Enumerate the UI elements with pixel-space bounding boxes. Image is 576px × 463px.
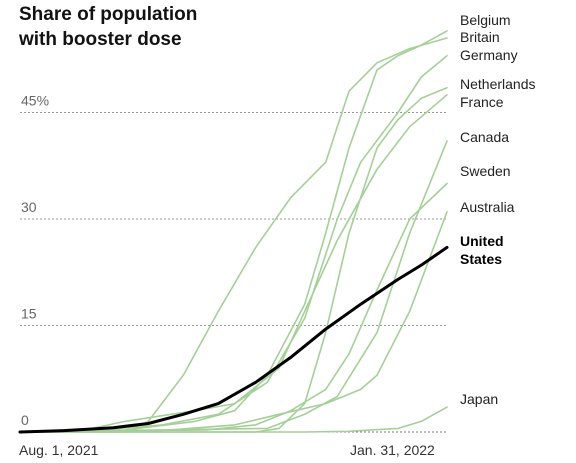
series-label-france: France xyxy=(460,94,504,110)
x-tick-label-end: Jan. 31, 2022 xyxy=(350,442,435,458)
x-tick-label-start: Aug. 1, 2021 xyxy=(19,442,99,458)
series-line-australia xyxy=(19,211,448,433)
series-label-united-states: United States xyxy=(460,233,504,267)
series-line-britain xyxy=(19,37,448,433)
y-tick-label: 30 xyxy=(21,199,37,215)
y-tick-label: 0 xyxy=(21,412,29,428)
series-lines-other xyxy=(19,30,448,433)
series-label-belgium: Belgium xyxy=(460,12,511,28)
series-line-highlight xyxy=(18,245,449,434)
series-label-sweden: Sweden xyxy=(460,163,511,179)
series-label-netherlands: Netherlands xyxy=(460,76,536,92)
series-line-japan xyxy=(19,406,448,433)
series-label-australia: Australia xyxy=(460,199,515,215)
y-tick-label: 15 xyxy=(21,306,37,322)
series-line-sweden xyxy=(19,182,448,433)
series-label-canada: Canada xyxy=(460,129,509,145)
series-line-united-states xyxy=(18,245,449,434)
series-line-france xyxy=(19,94,448,433)
series-line-belgium xyxy=(19,30,448,433)
y-tick-label: 45% xyxy=(21,93,49,109)
chart-title-line-1: Share of population xyxy=(19,4,197,25)
series-line-canada xyxy=(19,140,448,433)
series-line-netherlands xyxy=(19,86,448,433)
chart-title-line-2: with booster dose xyxy=(18,29,182,50)
series-label-germany: Germany xyxy=(460,47,518,63)
series-label-japan: Japan xyxy=(460,391,498,407)
y-axis-ticks: 0 15 30 45% xyxy=(21,93,49,429)
series-line-germany xyxy=(19,54,448,433)
series-label-britain: Britain xyxy=(460,29,500,45)
